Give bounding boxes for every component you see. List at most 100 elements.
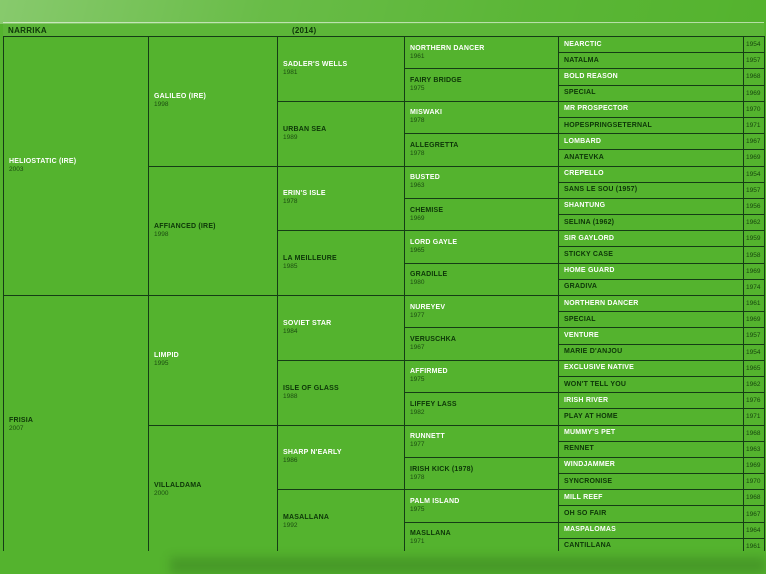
- pedigree-cell-gen3-2[interactable]: ERIN'S ISLE 1978: [278, 166, 404, 231]
- pedigree-cell-gen4-10[interactable]: AFFIRMED 1975: [405, 360, 558, 393]
- horse-name: PALM ISLAND: [410, 497, 460, 505]
- horse-name: GRADIVA: [564, 283, 598, 291]
- pedigree-cell-gen3-6[interactable]: SHARP N'EARLY 1986: [278, 425, 404, 490]
- pedigree-cell-gen4-14[interactable]: PALM ISLAND 1975: [405, 490, 558, 522]
- pedigree-cell-gen4-0[interactable]: NORTHERN DANCER 1961: [405, 37, 558, 69]
- horse-name: MISWAKI: [410, 109, 443, 117]
- gen5-year-cell: 1969: [744, 85, 764, 101]
- horse-name: MASALLANA: [283, 514, 330, 522]
- pedigree-cell-gen3-7[interactable]: MASALLANA 1992: [278, 490, 404, 551]
- gen5-year-cell: 1965: [744, 360, 764, 376]
- pedigree-cell-gen4-8[interactable]: NUREYEV 1977: [405, 296, 558, 328]
- pedigree-cell-gen1-0[interactable]: HELIOSTATIC (IRE) 2003: [4, 37, 148, 295]
- horse-name: SANS LE SOU (1957): [564, 186, 638, 194]
- pedigree-cell-gen4-12[interactable]: RUNNETT 1977: [405, 425, 558, 457]
- pedigree-cell-gen3-1[interactable]: URBAN SEA 1989: [278, 101, 404, 166]
- pedigree-cell-gen2-2[interactable]: LIMPID 1995: [149, 296, 277, 425]
- pedigree-cell-gen5-10[interactable]: SHANTUNG: [559, 198, 743, 215]
- pedigree-cell-gen5-28[interactable]: MILL REEF: [559, 490, 743, 506]
- horse-name: BOLD REASON: [564, 72, 618, 80]
- pedigree-cell-gen5-6[interactable]: LOMBARD: [559, 134, 743, 150]
- gen5-year-cell: 1968: [744, 425, 764, 441]
- pedigree-cell-gen5-19[interactable]: MARIE D'ANJOU: [559, 344, 743, 360]
- gen5-year-cell: 1957: [744, 328, 764, 344]
- pedigree-cell-gen3-3[interactable]: LA MEILLEURE 1985: [278, 231, 404, 295]
- horse-name: VILLALDAMA: [154, 481, 202, 489]
- horse-name: LOMBARD: [564, 137, 602, 145]
- pedigree-cell-gen5-15[interactable]: GRADIVA: [559, 279, 743, 295]
- pedigree-cell-gen4-3[interactable]: ALLEGRETTA 1978: [405, 134, 558, 166]
- horse-name: SYNCRONISE: [564, 477, 613, 485]
- gen5-year-cell: 1969: [744, 263, 764, 279]
- pedigree-cell-gen5-20[interactable]: EXCLUSIVE NATIVE: [559, 360, 743, 376]
- pedigree-cell-gen4-2[interactable]: MISWAKI 1978: [405, 101, 558, 134]
- horse-name: GALILEO (IRE): [154, 93, 206, 101]
- pedigree-cell-gen5-16[interactable]: NORTHERN DANCER: [559, 296, 743, 312]
- pedigree-cell-gen5-21[interactable]: WON'T TELL YOU: [559, 376, 743, 393]
- pedigree-cell-gen5-17[interactable]: SPECIAL: [559, 312, 743, 328]
- horse-year: 2007: [9, 425, 24, 432]
- pedigree-cell-gen2-0[interactable]: GALILEO (IRE) 1998: [149, 37, 277, 166]
- horse-name: RENNET: [564, 445, 594, 453]
- gen5-year-cell: 1959: [744, 231, 764, 247]
- pedigree-grid: HELIOSTATIC (IRE) 2003 FRISIA 2007 GALILEO (…: [3, 36, 765, 551]
- pedigree-cell-gen5-18[interactable]: VENTURE: [559, 328, 743, 344]
- pedigree-cell-gen5-31[interactable]: CANTILLANA: [559, 538, 743, 551]
- horse-year: 2000: [154, 489, 169, 497]
- horse-name: VERUSCHKA: [410, 336, 457, 344]
- pedigree-cell-gen5-30[interactable]: MASPALOMAS: [559, 522, 743, 538]
- gen5-year-cell: 1967: [744, 134, 764, 150]
- pedigree-cell-gen5-14[interactable]: HOME GUARD: [559, 263, 743, 279]
- pedigree-cell-gen4-13[interactable]: IRISH KICK (1978) 1978: [405, 457, 558, 490]
- pedigree-cell-gen5-3[interactable]: SPECIAL: [559, 85, 743, 101]
- pedigree-cell-gen2-1[interactable]: AFFIANCED (IRE) 1998: [149, 166, 277, 295]
- pedigree-cell-gen5-11[interactable]: SELINA (1962): [559, 215, 743, 231]
- pedigree-cell-gen3-4[interactable]: SOVIET STAR 1984: [278, 296, 404, 360]
- gen5-year-cell: 1970: [744, 101, 764, 117]
- horse-year: 1978: [410, 117, 425, 125]
- horse-year: 1985: [283, 263, 298, 271]
- pedigree-cell-gen3-0[interactable]: SADLER'S WELLS 1981: [278, 37, 404, 101]
- horse-name: MASLLANA: [410, 530, 451, 538]
- horse-year: 1984: [283, 327, 298, 335]
- pedigree-cell-gen5-12[interactable]: SIR GAYLORD: [559, 231, 743, 247]
- pedigree-cell-gen4-1[interactable]: FAIRY BRIDGE 1975: [405, 69, 558, 101]
- horse-name: ERIN'S ISLE: [283, 190, 326, 198]
- pedigree-cell-gen5-25[interactable]: RENNET: [559, 441, 743, 457]
- pedigree-cell-gen4-4[interactable]: BUSTED 1963: [405, 166, 558, 198]
- horse-name: FAIRY BRIDGE: [410, 77, 462, 85]
- pedigree-cell-gen4-11[interactable]: LIFFEY LASS 1982: [405, 393, 558, 425]
- pedigree-cell-gen4-5[interactable]: CHEMISE 1969: [405, 198, 558, 231]
- pedigree-cell-gen5-8[interactable]: CREPELLO: [559, 166, 743, 182]
- pedigree-cell-gen5-5[interactable]: HOPESPRINGSETERNAL: [559, 117, 743, 134]
- horse-name: RUNNETT: [410, 433, 445, 441]
- horse-name: WINDJAMMER: [564, 461, 615, 469]
- pedigree-cell-gen5-27[interactable]: SYNCRONISE: [559, 474, 743, 490]
- pedigree-cell-gen5-29[interactable]: OH SO FAIR: [559, 506, 743, 522]
- pedigree-cell-gen4-9[interactable]: VERUSCHKA 1967: [405, 328, 558, 360]
- pedigree-cell-gen4-7[interactable]: GRADILLE 1980: [405, 263, 558, 295]
- pedigree-cell-gen4-15[interactable]: MASLLANA 1971: [405, 522, 558, 551]
- pedigree-cell-gen5-24[interactable]: MUMMY'S PET: [559, 425, 743, 441]
- horse-name: PLAY AT HOME: [564, 412, 618, 420]
- horse-name: ANATEVKA: [564, 153, 604, 161]
- pedigree-cell-gen5-23[interactable]: PLAY AT HOME: [559, 409, 743, 425]
- horse-name: NEARCTIC: [564, 40, 602, 48]
- horse-name: IRISH KICK (1978): [410, 465, 474, 473]
- pedigree-cell-gen5-0[interactable]: NEARCTIC: [559, 37, 743, 53]
- pedigree-cell-gen4-6[interactable]: LORD GAYLE 1965: [405, 231, 558, 263]
- gen5-year-cell: 1976: [744, 393, 764, 409]
- pedigree-cell-gen5-1[interactable]: NATALMA: [559, 53, 743, 69]
- horse-year: 1986: [283, 457, 298, 465]
- pedigree-cell-gen5-2[interactable]: BOLD REASON: [559, 69, 743, 85]
- pedigree-cell-gen5-22[interactable]: IRISH RIVER: [559, 393, 743, 409]
- pedigree-cell-gen5-4[interactable]: MR PROSPECTOR: [559, 101, 743, 117]
- pedigree-cell-gen5-9[interactable]: SANS LE SOU (1957): [559, 182, 743, 198]
- pedigree-cell-gen3-5[interactable]: ISLE OF GLASS 1988: [278, 360, 404, 425]
- horse-name: SADLER'S WELLS: [283, 60, 348, 68]
- pedigree-cell-gen1-1[interactable]: FRISIA 2007: [4, 296, 148, 551]
- pedigree-cell-gen5-26[interactable]: WINDJAMMER: [559, 457, 743, 474]
- pedigree-cell-gen2-3[interactable]: VILLALDAMA 2000: [149, 425, 277, 551]
- pedigree-cell-gen5-13[interactable]: STICKY CASE: [559, 247, 743, 263]
- pedigree-cell-gen5-7[interactable]: ANATEVKA: [559, 150, 743, 166]
